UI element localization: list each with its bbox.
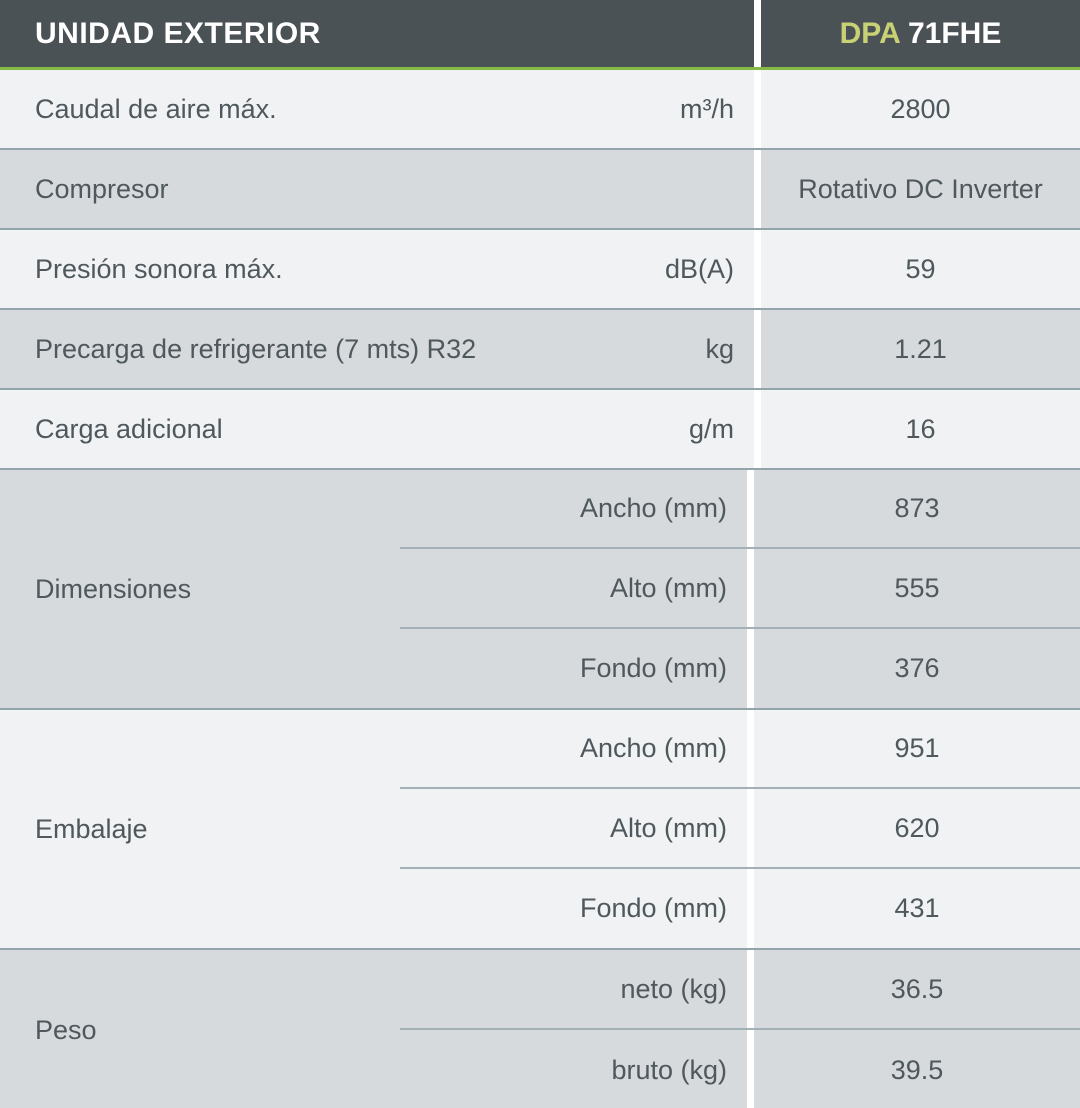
column-gutter bbox=[747, 710, 754, 788]
subrow-alto: Alto (mm) 620 bbox=[400, 789, 1080, 869]
header-model-cell: DPA 71FHE bbox=[761, 0, 1080, 67]
spec-row-precarga: Precarga de refrigerante (7 mts) R32 kg … bbox=[0, 310, 1080, 390]
subrow-ancho: Ancho (mm) 873 bbox=[400, 470, 1080, 550]
column-gutter bbox=[747, 549, 754, 627]
column-gutter bbox=[754, 0, 761, 67]
subrow-value: 376 bbox=[754, 628, 1080, 708]
subrow-alto: Alto (mm) 555 bbox=[400, 549, 1080, 629]
row-value: 1.21 bbox=[761, 310, 1080, 388]
column-gutter bbox=[747, 789, 754, 867]
subrow-ancho: Ancho (mm) 951 bbox=[400, 710, 1080, 790]
row-label: Precarga de refrigerante (7 mts) R32 bbox=[35, 333, 477, 364]
spec-group-embalaje: Embalaje Ancho (mm) 951 Alto (mm) 620 Fo… bbox=[0, 710, 1080, 950]
group-label: Dimensiones bbox=[0, 470, 400, 708]
subrow-value: 555 bbox=[754, 549, 1080, 627]
row-unit: g/m bbox=[688, 413, 734, 444]
subrow-label: Alto (mm) bbox=[400, 549, 747, 627]
column-gutter bbox=[747, 1030, 754, 1108]
model-suffix: 71FHE bbox=[907, 16, 1002, 50]
spec-row-caudal: Caudal de aire máx. m³/h 2800 bbox=[0, 70, 1080, 150]
row-value: Rotativo DC Inverter bbox=[761, 150, 1080, 228]
subrow-fondo: Fondo (mm) 431 bbox=[400, 868, 1080, 948]
model-badge: DPA 71FHE bbox=[840, 17, 1002, 51]
subrow-label: bruto (kg) bbox=[400, 1030, 747, 1108]
subrow-value: 873 bbox=[754, 470, 1080, 548]
subrow-bruto: bruto (kg) 39.5 bbox=[400, 1030, 1080, 1108]
group-label: Peso bbox=[0, 950, 400, 1108]
subrow-fondo: Fondo (mm) 376 bbox=[400, 628, 1080, 708]
subrow-value: 36.5 bbox=[754, 950, 1080, 1028]
spec-group-peso: Peso neto (kg) 36.5 bruto (kg) 39.5 bbox=[0, 950, 1080, 1108]
spec-group-dimensiones: Dimensiones Ancho (mm) 873 Alto (mm) 555… bbox=[0, 470, 1080, 710]
row-unit: kg bbox=[705, 333, 734, 364]
group-label: Embalaje bbox=[0, 710, 400, 948]
row-value: 59 bbox=[761, 230, 1080, 308]
column-gutter bbox=[747, 868, 754, 948]
row-value: 2800 bbox=[761, 70, 1080, 148]
row-label: Compresor bbox=[35, 173, 169, 204]
row-label: Presión sonora máx. bbox=[35, 253, 283, 284]
subrow-neto: neto (kg) 36.5 bbox=[400, 950, 1080, 1030]
column-gutter bbox=[754, 150, 761, 228]
column-gutter bbox=[754, 310, 761, 388]
subrow-label: Fondo (mm) bbox=[400, 868, 747, 948]
page-title: UNIDAD EXTERIOR bbox=[35, 16, 321, 50]
column-gutter bbox=[754, 70, 761, 148]
column-gutter bbox=[754, 390, 761, 468]
row-unit: m³/h bbox=[680, 93, 734, 124]
subrow-value: 431 bbox=[754, 868, 1080, 948]
column-gutter bbox=[747, 470, 754, 548]
subrow-value: 620 bbox=[754, 789, 1080, 867]
row-label: Caudal de aire máx. bbox=[35, 93, 277, 124]
header-title-cell: UNIDAD EXTERIOR bbox=[0, 0, 754, 67]
row-label: Carga adicional bbox=[35, 413, 223, 444]
spec-row-carga-adicional: Carga adicional g/m 16 bbox=[0, 390, 1080, 470]
subrow-label: neto (kg) bbox=[400, 950, 747, 1028]
row-unit: dB(A) bbox=[664, 253, 734, 284]
spec-row-presion: Presión sonora máx. dB(A) 59 bbox=[0, 230, 1080, 310]
spec-row-compresor: Compresor Rotativo DC Inverter bbox=[0, 150, 1080, 230]
column-gutter bbox=[747, 950, 754, 1028]
row-value: 16 bbox=[761, 390, 1080, 468]
column-gutter bbox=[754, 230, 761, 308]
subrow-value: 39.5 bbox=[754, 1030, 1080, 1108]
subrow-label: Alto (mm) bbox=[400, 789, 747, 867]
table-header: UNIDAD EXTERIOR DPA 71FHE bbox=[0, 0, 1080, 70]
column-gutter bbox=[747, 628, 754, 708]
model-prefix: DPA bbox=[839, 16, 908, 50]
subrow-label: Fondo (mm) bbox=[400, 628, 747, 708]
subrow-label: Ancho (mm) bbox=[400, 470, 747, 548]
subrow-value: 951 bbox=[754, 710, 1080, 788]
subrow-label: Ancho (mm) bbox=[400, 710, 747, 788]
